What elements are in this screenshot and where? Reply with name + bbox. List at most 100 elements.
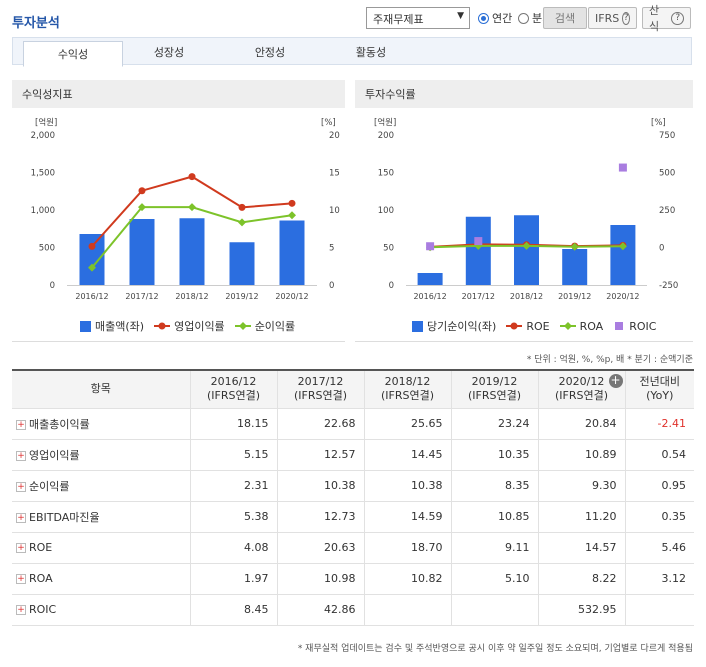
row-label: ROA <box>29 572 53 585</box>
expand-icon[interactable]: + <box>16 543 26 553</box>
yoy-cell: -2.41 <box>625 408 694 440</box>
value-cell: 2.31 <box>190 470 278 502</box>
expand-icon[interactable]: + <box>16 450 26 461</box>
yoy-cell <box>625 594 694 626</box>
line-marker-icon <box>506 322 523 330</box>
legend-label-roic: ROIC <box>629 319 657 333</box>
value-cell: 5.15 <box>190 439 278 471</box>
value-cell: 1.97 <box>190 563 278 595</box>
row-label-cell[interactable]: + ROE <box>12 532 191 564</box>
row-label: EBITDA마진율 <box>29 510 100 524</box>
row-label-cell[interactable]: + 영업이익률 <box>12 439 191 471</box>
footer-note: * 재무실적 업데이트는 검수 및 주석반영으로 공시 이후 약 일주일 정도 … <box>297 644 693 654</box>
value-cell: 4.08 <box>190 532 278 564</box>
value-cell: 11.20 <box>538 501 626 533</box>
add-column-icon[interactable]: + <box>608 373 623 388</box>
tab-stability[interactable]: 안정성 <box>254 46 286 59</box>
tab-activity[interactable]: 활동성 <box>355 46 387 59</box>
profitability-table: 항목 2016/12 (IFRS연결) 2017/12 (IFRS연결) 201… <box>12 369 694 626</box>
value-cell: 9.11 <box>451 532 539 564</box>
value-cell: 10.38 <box>277 470 365 502</box>
row-label-cell[interactable]: + 순이익률 <box>12 470 191 502</box>
profitability-chart: [억원] [%] 0 0 500 5 1,000 10 1,500 15 2,000 20 2016/1… <box>31 117 340 301</box>
square-point <box>618 163 627 172</box>
value-cell: 14.57 <box>538 532 626 564</box>
ifrs-help-button[interactable]: IFRS ? <box>588 7 637 29</box>
bar-mark <box>465 216 491 285</box>
value-cell: 20.84 <box>538 408 626 440</box>
value-cell: 10.98 <box>277 563 365 595</box>
value-cell: 10.38 <box>364 470 452 502</box>
bar-mark <box>514 215 539 285</box>
value-cell: 10.89 <box>538 439 626 471</box>
radio-unchecked-icon <box>518 12 529 24</box>
legend-item-op-margin: 영업이익률 <box>154 318 225 334</box>
value-cell: 18.70 <box>364 532 452 564</box>
y-right-tick-label: 500 <box>659 169 675 179</box>
header-year: 2018/12 <box>384 375 431 389</box>
diamond-point <box>88 263 96 272</box>
legend-label-sales: 매출액(좌) <box>95 320 145 333</box>
annual-radio-label: 연간 <box>492 12 513 25</box>
bar-swatch-icon <box>412 320 423 332</box>
header-col-2020: 2020/12 (IFRS연결) + <box>538 369 626 409</box>
y-left-tick-label: 150 <box>378 169 394 179</box>
expand-icon[interactable]: + <box>16 574 26 584</box>
header-year: 2016/12 <box>210 375 257 389</box>
circle-point <box>288 199 296 207</box>
y-right-tick-label: 5 <box>329 244 334 254</box>
profitability-chart-header: 수익성지표 <box>12 80 345 108</box>
x-tick-label: 2020/12 <box>606 292 639 301</box>
y-right-tick-label: 0 <box>329 281 334 291</box>
expand-icon[interactable]: + <box>16 512 26 523</box>
bar-mark <box>562 249 588 285</box>
value-cell: 23.24 <box>451 408 539 440</box>
header-col-2018: 2018/12 (IFRS연결) <box>364 369 452 409</box>
circle-point <box>138 187 146 195</box>
x-tick-label: 2019/12 <box>558 292 591 301</box>
x-tick-label: 2017/12 <box>462 292 495 301</box>
annual-radio[interactable]: 연간 <box>478 10 512 26</box>
tab-growth[interactable]: 성장성 <box>153 46 185 59</box>
value-cell <box>451 594 539 626</box>
statement-select[interactable]: 주재무제표 ▼ <box>366 7 470 29</box>
bar-mark <box>417 273 443 285</box>
y-right-tick-label: 750 <box>659 131 675 141</box>
value-cell: 8.45 <box>190 594 278 626</box>
unit-note: * 단위 : 억원, %, %p, 배 * 분기 : 순액기준 <box>526 355 693 365</box>
expand-icon[interactable]: + <box>16 419 26 430</box>
y-left-tick-label: 500 <box>39 244 55 254</box>
legend-item-net-income: 당기순이익(좌) <box>412 318 496 334</box>
formula-help-button[interactable]: 산식 ? <box>642 4 691 33</box>
expand-icon[interactable]: + <box>16 481 26 492</box>
search-button[interactable]: 검색 <box>543 7 587 29</box>
divider <box>355 341 693 342</box>
y-left-tick-label: 0 <box>50 281 55 291</box>
table-header-row: 항목 2016/12 (IFRS연결) 2017/12 (IFRS연결) 201… <box>12 369 694 409</box>
value-cell: 22.68 <box>277 408 365 440</box>
row-label-cell[interactable]: + ROA <box>12 563 191 595</box>
diamond-point <box>188 203 196 212</box>
header-year: 2019/12 <box>471 375 518 389</box>
line-marker-icon <box>154 322 171 330</box>
tab-profitability[interactable]: 수익성 <box>23 41 123 67</box>
row-label: 매출총이익률 <box>29 417 90 431</box>
header-item: 항목 <box>12 369 191 409</box>
header-basis: (IFRS연결) <box>293 389 348 403</box>
return-chart-title: 투자수익률 <box>365 88 416 101</box>
yoy-cell: 3.12 <box>625 563 694 595</box>
y-right-tick-label: 250 <box>659 206 675 216</box>
value-cell: 532.95 <box>538 594 626 626</box>
value-cell: 20.63 <box>277 532 365 564</box>
row-label-cell[interactable]: + ROIC <box>12 594 191 626</box>
header-year: 2017/12 <box>297 375 344 389</box>
bar-mark <box>129 219 155 285</box>
bar-mark <box>279 220 305 285</box>
y-left-tick-label: 1,500 <box>31 169 55 179</box>
expand-icon[interactable]: + <box>16 605 26 615</box>
diamond-point <box>522 241 531 250</box>
header-basis: (IFRS연결) <box>554 389 609 403</box>
row-label-cell[interactable]: + 매출총이익률 <box>12 408 191 440</box>
row-label-cell[interactable]: + EBITDA마진율 <box>12 501 191 533</box>
y-left-tick-label: 2,000 <box>31 131 55 141</box>
